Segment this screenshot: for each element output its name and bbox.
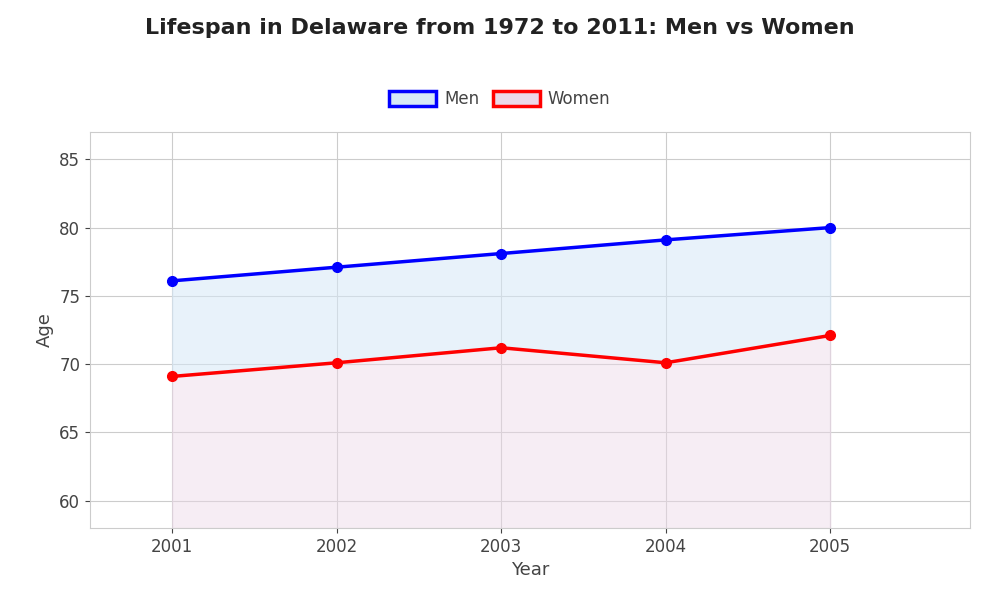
Y-axis label: Age: Age — [36, 313, 54, 347]
Legend: Men, Women: Men, Women — [383, 83, 617, 115]
X-axis label: Year: Year — [511, 561, 549, 579]
Text: Lifespan in Delaware from 1972 to 2011: Men vs Women: Lifespan in Delaware from 1972 to 2011: … — [145, 18, 855, 38]
